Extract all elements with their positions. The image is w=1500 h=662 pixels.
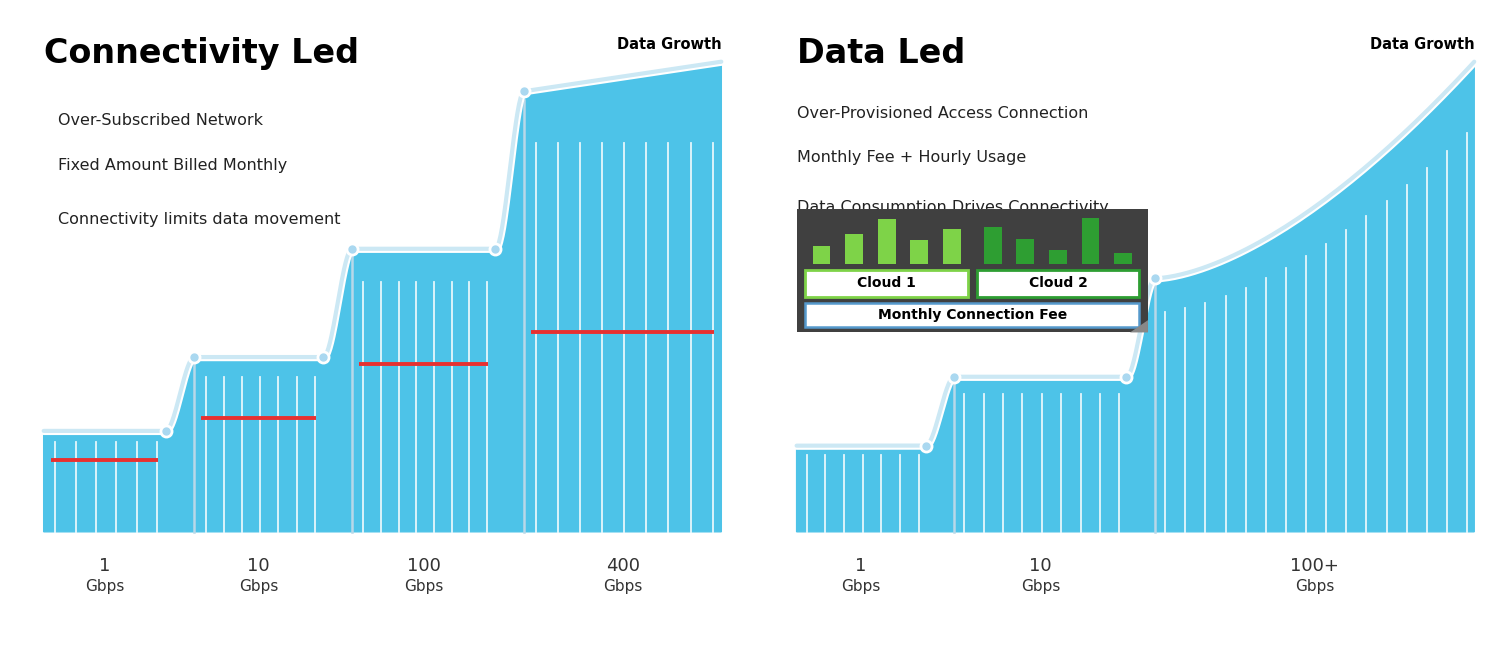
Text: Fixed Amount Billed Monthly: Fixed Amount Billed Monthly	[58, 158, 288, 173]
Text: Connectivity limits data movement: Connectivity limits data movement	[58, 212, 340, 227]
Text: Over-Subscribed Network: Over-Subscribed Network	[58, 113, 262, 128]
Text: 10: 10	[1029, 557, 1051, 575]
Text: 10: 10	[248, 557, 270, 575]
Text: 1: 1	[99, 557, 111, 575]
FancyBboxPatch shape	[1114, 254, 1132, 264]
Polygon shape	[44, 62, 721, 532]
Text: Cloud 1: Cloud 1	[856, 277, 916, 291]
Text: Cloud 2: Cloud 2	[1029, 277, 1088, 291]
Text: Monthly Fee + Hourly Usage: Monthly Fee + Hourly Usage	[796, 150, 1026, 166]
Text: Over-Provisioned Access Connection: Over-Provisioned Access Connection	[796, 106, 1088, 121]
Text: 1: 1	[855, 557, 867, 575]
Text: Data Growth: Data Growth	[1370, 37, 1474, 52]
Text: Gbps: Gbps	[404, 579, 444, 594]
Text: Gbps: Gbps	[842, 579, 880, 594]
FancyBboxPatch shape	[878, 219, 896, 264]
Text: Gbps: Gbps	[238, 579, 279, 594]
Text: Gbps: Gbps	[603, 579, 642, 594]
Text: Gbps: Gbps	[86, 579, 124, 594]
Text: Monthly Connection Fee: Monthly Connection Fee	[878, 308, 1066, 322]
Polygon shape	[796, 62, 1474, 532]
FancyBboxPatch shape	[1082, 218, 1100, 264]
FancyBboxPatch shape	[844, 234, 862, 264]
Text: Data Growth: Data Growth	[616, 37, 722, 52]
Text: Connectivity Led: Connectivity Led	[44, 37, 358, 70]
FancyBboxPatch shape	[984, 228, 1002, 264]
FancyBboxPatch shape	[813, 246, 831, 264]
FancyBboxPatch shape	[944, 229, 960, 264]
Text: 100: 100	[406, 557, 441, 575]
Text: 400: 400	[606, 557, 639, 575]
Text: Data Led: Data Led	[796, 37, 964, 70]
FancyBboxPatch shape	[1048, 250, 1066, 264]
Text: Gbps: Gbps	[1294, 579, 1335, 594]
FancyBboxPatch shape	[976, 270, 1140, 297]
FancyBboxPatch shape	[1017, 239, 1035, 264]
Text: Data Consumption Drives Connectivity: Data Consumption Drives Connectivity	[796, 199, 1108, 214]
Polygon shape	[1130, 320, 1148, 332]
Text: Gbps: Gbps	[1020, 579, 1060, 594]
FancyBboxPatch shape	[806, 270, 968, 297]
FancyBboxPatch shape	[910, 240, 928, 264]
Polygon shape	[796, 209, 1148, 332]
FancyBboxPatch shape	[806, 303, 1140, 326]
Text: 100+: 100+	[1290, 557, 1340, 575]
